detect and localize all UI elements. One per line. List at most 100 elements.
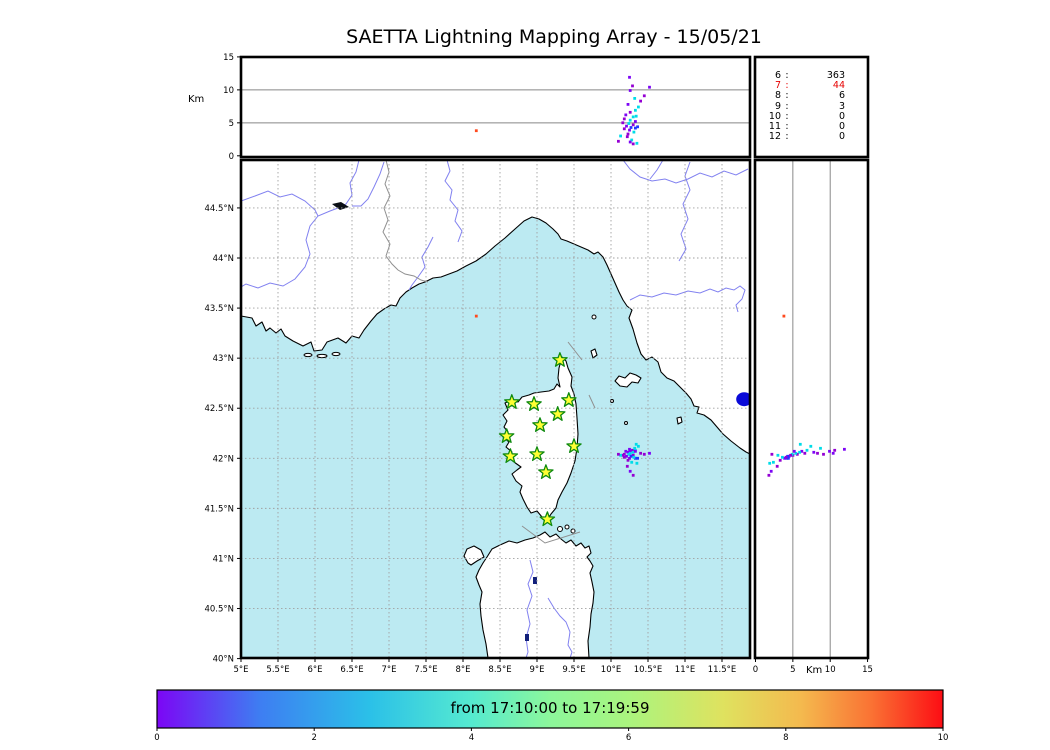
flash-point-lon-alt [633,97,637,100]
lma-station-star [561,392,577,407]
lma-station-star [502,448,519,464]
altitude-axis-label-right: Km [806,665,823,676]
flash-point-alt-lat [768,461,772,465]
flash-point-alt-lat [775,464,779,468]
flash-point-lon-alt [622,117,626,121]
flash-point-lon-alt [619,134,622,138]
flash-point-map [631,453,635,457]
islet [624,421,628,425]
river [241,190,319,217]
right-panel-bg [755,160,868,658]
flash-point-map [631,450,635,454]
flash-point-alt-lat [794,451,798,455]
flash-point-lon-alt [642,94,646,98]
flash-point-lon-alt [628,128,631,132]
river [649,160,664,180]
lma-station-star [566,438,582,453]
flash-point-lon-alt [635,141,639,145]
flash-point-lon-alt [639,99,642,103]
flash-point-lon-alt [634,114,638,118]
flash-point-lon-alt [637,105,640,109]
flash-point-map [624,449,628,453]
flash-point-alt-lat [786,454,789,458]
lon-tick-label: 5.5°E [266,665,289,675]
flash-point-alt-lat [809,444,813,448]
flash-point-map [648,451,651,455]
top-panel-bg [241,57,750,157]
flash-point-map [642,452,646,456]
river [678,161,691,262]
lon-tick-label: 9.5°E [562,665,585,675]
station-count-cell: 11 [768,121,781,133]
flash-point-map [619,453,622,457]
flash-point-lon-alt [634,108,637,112]
lake [533,577,537,584]
right-alt-tick-label: 15 [862,665,873,675]
lma-station-star [526,396,542,411]
top-altitude-panel [241,57,750,157]
station-count-cell: : [785,131,789,143]
station-count-cell: 6 [774,70,781,81]
lat-tick-label: 40.5°N [204,605,234,615]
flash-point-lon-alt [631,84,634,88]
lat-tick-label: 44.5°N [204,204,234,214]
right-panel-frame [753,158,870,660]
station-count-cell: : [785,110,789,122]
lake [525,634,529,641]
flash-point-alt-lat [789,453,792,457]
flash-point-map [626,450,630,454]
station-count-row: 10: 0 [766,110,862,122]
graticule [241,160,750,658]
lat-tick-label: 43.5°N [204,304,234,314]
flash-point-alt-lat [819,446,822,450]
flash-point-alt-lat [831,451,835,455]
flash-point-lon-alt [626,132,630,136]
station-count-cell: 6 [838,90,845,102]
flash-point-map [621,453,625,457]
islet [316,353,328,359]
station-count-cell: 9 [774,100,781,112]
flash-point-map [633,446,637,450]
flash-point-alt-lat [803,451,807,455]
flash-point-lon-alt [632,130,636,134]
lma-station-star [549,406,566,421]
river [444,160,463,243]
lma-station-star [538,464,554,480]
flash-point-alt-lat [784,455,788,459]
flash-point-lon-alt [630,138,634,142]
alt-tick-label: 10 [223,86,234,96]
flash-point-lon-alt [627,122,631,125]
flash-point-map [625,454,628,458]
boundary-line [567,341,583,361]
flash-point-map [634,442,638,446]
flash-point-alt-lat [843,447,846,451]
flash-point-alt-lat [767,473,771,477]
lma-station-star [504,394,520,409]
flash-point-lon-alt [624,113,628,117]
flash-point-lon-alt [628,118,632,122]
islet [557,526,563,532]
colorbar: 0 2 4 6 8 10 [154,689,949,743]
colorbar-gradient [156,689,944,729]
station-count-row: 7: 44 [766,80,862,92]
colorbar-tick-label: 6 [626,733,631,743]
colorbar-tick-label: 10 [938,733,949,743]
islet [303,352,313,358]
flash-point-alt-lat [790,452,794,456]
lon-tick-label: 5°E [233,665,248,675]
station-count-cell: 0 [838,131,845,143]
flash-point-lon-alt [628,110,632,114]
station-count-cell: : [785,80,789,92]
landmass-asinara [463,545,485,566]
flash-point-alt-lat [772,460,775,464]
river [408,236,434,291]
flash-point-map [635,461,639,465]
lat-tick-label: 41°N [213,554,234,564]
boundary-line [521,525,581,544]
islet [331,351,341,357]
flash-point-alt-lat [769,469,773,473]
flash-point-map [639,451,642,455]
colorbar-tick-label: 8 [783,733,788,743]
